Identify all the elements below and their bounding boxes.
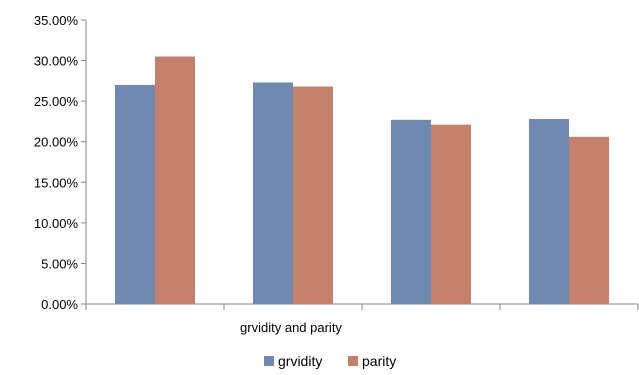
y-tick-label: 0.00% <box>41 297 78 312</box>
y-tick-label: 25.00% <box>34 94 79 109</box>
legend-swatch-parity <box>348 356 358 366</box>
bar-grvidity-4 <box>528 118 569 304</box>
legend-swatch-grvidity <box>264 356 274 366</box>
y-tick-label: 15.00% <box>34 175 79 190</box>
y-tick-label: 35.00% <box>34 13 79 28</box>
bar-grvidity-3 <box>390 119 431 304</box>
bar-grvidity-2 <box>252 82 293 304</box>
y-tick-label: 5.00% <box>41 256 78 271</box>
x-axis <box>85 303 639 310</box>
x-axis-label: grvidity and parity <box>240 320 342 335</box>
bar-parity-2 <box>293 86 334 304</box>
legend: grvidity parity <box>264 353 396 369</box>
bar-parity-1 <box>155 56 196 305</box>
legend-label-grvidity: grvidity <box>278 353 322 369</box>
y-tick-label: 30.00% <box>34 54 79 69</box>
bar-parity-4 <box>569 136 610 304</box>
legend-label-parity: parity <box>362 353 396 369</box>
bar-parity-3 <box>431 124 472 304</box>
bars-group <box>114 56 610 305</box>
y-axis: 0.00% 5.00% 10.00% 15.00% 20.00% 25.00% 30.00%… <box>34 13 87 312</box>
y-tick-label: 20.00% <box>34 135 79 150</box>
bar-grvidity-1 <box>114 84 155 305</box>
y-tick-label: 10.00% <box>34 216 79 231</box>
